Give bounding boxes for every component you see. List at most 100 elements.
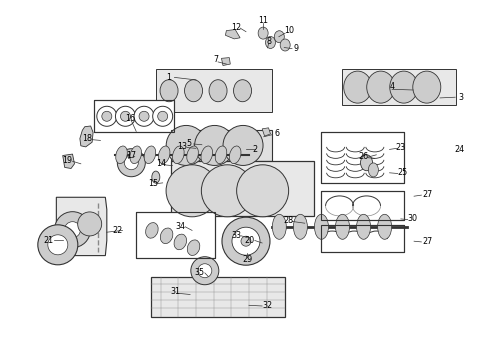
- Circle shape: [232, 227, 260, 255]
- Ellipse shape: [378, 214, 392, 239]
- Circle shape: [124, 156, 138, 170]
- Circle shape: [166, 125, 206, 166]
- Ellipse shape: [357, 214, 370, 239]
- Circle shape: [116, 106, 135, 126]
- Ellipse shape: [130, 146, 142, 163]
- Ellipse shape: [144, 146, 156, 163]
- Ellipse shape: [274, 31, 284, 43]
- Bar: [136, 212, 215, 258]
- Text: 15: 15: [148, 179, 158, 188]
- Circle shape: [97, 106, 117, 126]
- Circle shape: [201, 165, 253, 217]
- Text: 21: 21: [43, 236, 53, 245]
- Circle shape: [78, 212, 101, 236]
- Text: 19: 19: [63, 156, 73, 165]
- Text: 1: 1: [167, 73, 172, 82]
- Text: 3: 3: [458, 93, 463, 102]
- Ellipse shape: [146, 222, 158, 238]
- Text: 25: 25: [398, 168, 408, 177]
- Text: 20: 20: [245, 236, 255, 245]
- Circle shape: [191, 257, 219, 285]
- Bar: [151, 277, 285, 317]
- Ellipse shape: [234, 80, 251, 102]
- Text: 29: 29: [243, 256, 252, 264]
- Circle shape: [134, 106, 154, 126]
- Ellipse shape: [361, 155, 372, 171]
- Text: 6: 6: [274, 129, 279, 138]
- Polygon shape: [80, 126, 93, 147]
- Polygon shape: [63, 154, 74, 168]
- Text: 5: 5: [186, 139, 191, 148]
- Bar: [321, 191, 404, 220]
- Circle shape: [153, 106, 172, 126]
- Ellipse shape: [272, 214, 286, 239]
- Text: 32: 32: [262, 302, 272, 310]
- Text: 12: 12: [231, 22, 241, 31]
- Ellipse shape: [336, 214, 349, 239]
- Ellipse shape: [343, 71, 372, 103]
- Circle shape: [121, 111, 130, 121]
- Bar: [94, 100, 174, 132]
- Circle shape: [241, 236, 251, 246]
- Ellipse shape: [152, 171, 160, 183]
- Text: 24: 24: [455, 145, 465, 154]
- Circle shape: [237, 165, 289, 217]
- Bar: [321, 132, 404, 183]
- Polygon shape: [225, 30, 240, 39]
- Text: 22: 22: [113, 226, 122, 235]
- Text: 11: 11: [258, 16, 268, 25]
- Circle shape: [38, 225, 78, 265]
- Bar: [321, 225, 404, 252]
- Ellipse shape: [294, 214, 307, 239]
- Circle shape: [198, 264, 212, 278]
- Ellipse shape: [174, 234, 187, 250]
- Bar: [156, 69, 272, 112]
- Bar: [342, 69, 456, 105]
- Circle shape: [223, 125, 263, 166]
- Circle shape: [222, 217, 270, 265]
- Bar: [94, 100, 174, 132]
- Text: 10: 10: [284, 26, 294, 35]
- Bar: [171, 130, 272, 161]
- Bar: [321, 225, 404, 252]
- Text: 26: 26: [359, 152, 368, 161]
- Text: 17: 17: [126, 151, 136, 160]
- Ellipse shape: [201, 146, 213, 163]
- Text: 35: 35: [195, 269, 205, 277]
- Polygon shape: [194, 138, 205, 147]
- Text: 4: 4: [390, 82, 394, 91]
- Text: 27: 27: [422, 190, 432, 199]
- Ellipse shape: [367, 71, 395, 103]
- Ellipse shape: [209, 80, 227, 102]
- Ellipse shape: [160, 228, 173, 244]
- Circle shape: [65, 222, 80, 238]
- Circle shape: [139, 111, 149, 121]
- Text: 34: 34: [175, 222, 185, 231]
- Circle shape: [54, 212, 91, 248]
- Text: 30: 30: [408, 214, 417, 223]
- Ellipse shape: [280, 39, 290, 51]
- Polygon shape: [262, 128, 270, 136]
- Text: 7: 7: [213, 55, 218, 64]
- Ellipse shape: [187, 146, 198, 163]
- Circle shape: [166, 165, 218, 217]
- Bar: [321, 132, 404, 183]
- Text: 9: 9: [294, 44, 299, 53]
- Circle shape: [48, 235, 68, 255]
- Circle shape: [117, 149, 146, 177]
- Ellipse shape: [368, 163, 378, 177]
- Ellipse shape: [160, 80, 178, 102]
- Text: 28: 28: [283, 216, 293, 225]
- Ellipse shape: [187, 240, 200, 256]
- Ellipse shape: [390, 71, 418, 103]
- Text: 13: 13: [177, 142, 187, 151]
- Circle shape: [158, 111, 168, 121]
- Ellipse shape: [315, 214, 328, 239]
- Circle shape: [102, 111, 112, 121]
- Bar: [171, 161, 314, 216]
- Text: 14: 14: [156, 159, 166, 168]
- Text: 8: 8: [266, 37, 271, 46]
- Text: 27: 27: [422, 237, 432, 246]
- Bar: [136, 212, 215, 258]
- Ellipse shape: [158, 146, 170, 163]
